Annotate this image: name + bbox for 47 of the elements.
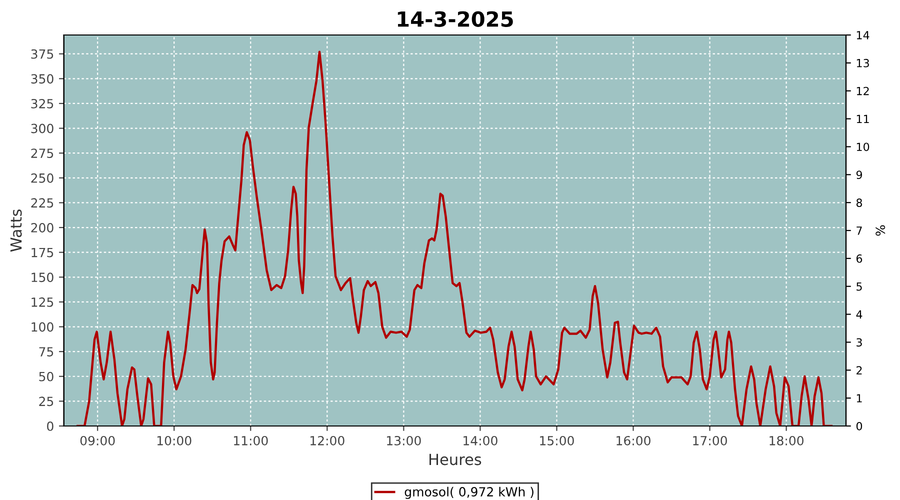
y2-tick-label: 6 — [856, 254, 862, 263]
y-tick-label: 125 — [32, 297, 54, 307]
chart-title: 14-3-2025 — [398, 11, 513, 27]
y-axis-title: Watts — [10, 210, 22, 252]
y-tick-label: 225 — [31, 198, 54, 208]
y2-tick-label: 7 — [856, 226, 862, 235]
x-tick-label: 16:00 — [616, 436, 650, 446]
y-tick-label: 0 — [47, 421, 54, 431]
x-tick-label: 10:00 — [157, 436, 192, 446]
y2-tick-label: 2 — [856, 366, 862, 374]
y2-tick-label: 1 — [856, 394, 862, 402]
y2-tick-label: 8 — [856, 198, 862, 207]
y-tick-label: 175 — [32, 248, 54, 258]
y-tick-label: 50 — [39, 372, 54, 382]
x-tick-label: 14:00 — [464, 436, 498, 446]
y-tick-label: 150 — [32, 272, 54, 282]
y-tick-label: 25 — [39, 396, 54, 406]
x-tick-label: 12:00 — [310, 436, 344, 446]
x-tick-label: 13:00 — [387, 436, 421, 446]
y-tick-label: 250 — [31, 173, 54, 183]
y-tick-label: 100 — [32, 322, 54, 332]
y2-tick-label: 5 — [856, 282, 862, 291]
y2-tick-label: 13 — [856, 58, 869, 68]
y2-tick-label: 14 — [856, 31, 870, 40]
y2-tick-label: 3 — [856, 338, 862, 347]
y-tick-label: 300 — [31, 124, 54, 134]
y2-tick-label: 4 — [856, 310, 862, 319]
y-tick-label: 200 — [31, 222, 54, 232]
x-tick-label: 18:00 — [770, 436, 804, 446]
x-tick-label: 17:00 — [693, 436, 727, 446]
legend-label: gmosol( 0,972 kWh ) — [404, 486, 534, 499]
y2-tick-label: 10 — [856, 142, 870, 152]
y-tick-label: 375 — [31, 49, 54, 59]
x-tick-label: 09:00 — [80, 436, 115, 446]
y2-tick-label: 11 — [856, 114, 869, 124]
y-tick-label: 350 — [31, 74, 54, 84]
y2-tick-label: 0 — [856, 422, 862, 430]
y2-tick-label: 12 — [856, 86, 869, 96]
x-tick-label: 15:00 — [540, 436, 574, 446]
x-tick-label: 11:00 — [234, 436, 268, 446]
x-axis-title: Heures — [430, 454, 482, 466]
y2-axis-title: % — [876, 225, 886, 236]
line-series — [76, 50, 833, 426]
y2-tick-label: 9 — [856, 170, 862, 180]
y-tick-label: 325 — [31, 98, 54, 108]
y-tick-label: 75 — [39, 347, 54, 356]
y-tick-label: 275 — [31, 148, 54, 158]
